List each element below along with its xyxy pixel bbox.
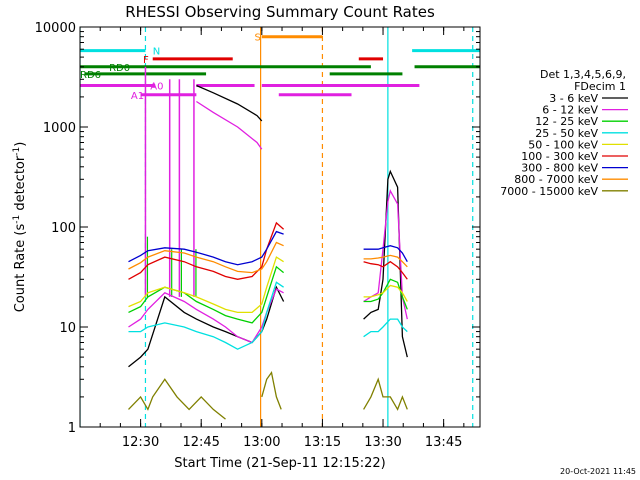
y-tick-label: 1 <box>68 421 76 436</box>
legend-label: 50 - 100 keV <box>528 138 598 151</box>
legend-header-line-1: Det 1,3,4,5,6,9, <box>540 68 626 81</box>
y-tick-label: 1000 <box>43 121 76 136</box>
state-bar-label: F <box>143 55 149 66</box>
legend-label: 300 - 800 keV <box>521 162 598 175</box>
legend-label: 6 - 12 keV <box>542 104 598 117</box>
series-line <box>128 285 285 368</box>
state-bar-label: RD6 <box>80 70 101 81</box>
state-bar-label: A1 <box>131 91 144 102</box>
y-axis-ticks: 1 10 100 1000 10000 <box>35 21 480 436</box>
footer-timestamp: 20-Oct-2021 11:45 <box>560 467 636 476</box>
legend-label: 7000 - 15000 keV <box>500 185 598 198</box>
x-axis-label: Start Time (21-Sep-11 12:15:22) <box>174 456 385 471</box>
series-line <box>363 377 408 411</box>
series-line <box>128 281 284 350</box>
legend-label: 800 - 7000 keV <box>514 173 598 186</box>
x-tick-label: 12:45 <box>182 435 219 450</box>
x-tick-label: 13:45 <box>425 435 462 450</box>
legend-label: 100 - 300 keV <box>521 150 598 163</box>
x-tick-label: 13:00 <box>243 435 280 450</box>
chart-title: RHESSI Observing Summary Count Rates <box>125 3 435 21</box>
series-line <box>128 230 284 266</box>
legend-label: 3 - 6 keV <box>549 92 598 105</box>
series-line <box>196 84 263 122</box>
x-tick-label: 12:30 <box>122 435 159 450</box>
series-line <box>128 241 284 274</box>
series-line <box>363 278 408 310</box>
series-line <box>363 254 408 268</box>
state-bars: N S F RD0 RD6 A0 A1 <box>80 33 480 102</box>
series-lines <box>128 84 408 420</box>
y-tick-label: 10000 <box>35 21 76 36</box>
state-bar-label: RD0 <box>109 63 130 74</box>
y-axis-label: Count Rate (s-1 detector-1) <box>12 142 28 313</box>
state-bar-label: A0 <box>150 82 163 93</box>
series-line <box>363 284 408 302</box>
y-tick-label: 100 <box>51 221 76 236</box>
x-tick-label: 13:15 <box>304 435 341 450</box>
series-line <box>363 245 408 263</box>
legend-label: 12 - 25 keV <box>535 115 598 128</box>
legend-header-line-2: FDecim 1 <box>574 80 626 93</box>
series-line <box>363 318 408 338</box>
series-line <box>363 169 408 358</box>
series-line <box>128 265 285 324</box>
state-bar-label: S <box>255 33 261 44</box>
series-line <box>363 260 408 280</box>
legend-label: 25 - 50 keV <box>535 127 598 140</box>
x-axis-ticks: 12:30 12:45 13:00 13:15 13:30 13:45 <box>99 27 465 450</box>
series-line <box>128 256 284 314</box>
y-tick-label: 10 <box>59 321 76 336</box>
series-line <box>128 221 285 280</box>
series-line <box>196 100 263 150</box>
state-bar-label: N <box>153 47 160 58</box>
series-line <box>128 378 226 420</box>
x-tick-label: 13:30 <box>364 435 401 450</box>
series-line <box>261 371 282 410</box>
